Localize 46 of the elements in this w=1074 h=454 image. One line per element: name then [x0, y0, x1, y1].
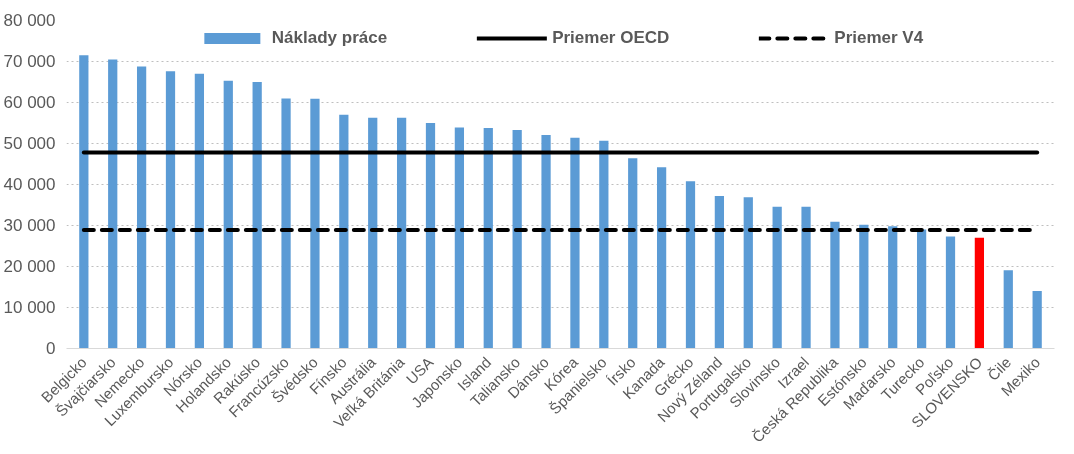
bar [368, 117, 378, 349]
bar [685, 181, 696, 349]
bar [916, 229, 927, 349]
bar [483, 127, 493, 349]
bar [541, 134, 551, 349]
bar [628, 158, 638, 349]
bar [79, 55, 89, 349]
y-tick-label: 50 000 [3, 134, 56, 153]
bar [714, 195, 725, 349]
bar [310, 98, 320, 349]
bar [194, 73, 205, 349]
bar [599, 140, 609, 349]
bar [888, 226, 898, 349]
bar [512, 129, 522, 349]
bar [339, 114, 349, 349]
bar [223, 80, 233, 349]
bar [252, 82, 262, 349]
y-tick-label: 70 000 [3, 52, 56, 71]
y-tick-label: 0 [46, 339, 56, 358]
bar [396, 117, 407, 349]
bar [165, 71, 176, 349]
legend-label: Priemer OECD [552, 28, 670, 48]
bar [743, 197, 753, 349]
bar [801, 206, 811, 349]
y-tick-label: 80 000 [3, 11, 56, 30]
bar [570, 137, 580, 349]
bar [656, 167, 667, 349]
bar [830, 221, 840, 349]
y-tick-label: 30 000 [3, 216, 56, 235]
y-tick-label: 20 000 [3, 257, 56, 276]
legend-label: Priemer V4 [834, 28, 924, 48]
bar [945, 236, 956, 349]
bar [772, 206, 782, 349]
bar [1032, 291, 1042, 349]
bar [281, 98, 291, 349]
bar [108, 59, 118, 349]
bar [974, 237, 985, 349]
y-tick-label: 40 000 [3, 175, 56, 194]
bar [425, 123, 436, 349]
y-tick-label: 60 000 [3, 93, 56, 112]
y-tick-label: 10 000 [3, 298, 56, 317]
legend-label: Náklady práce [271, 28, 388, 48]
bar [136, 66, 147, 349]
bar [454, 127, 465, 349]
bar [1003, 270, 1013, 349]
bar [859, 224, 869, 349]
